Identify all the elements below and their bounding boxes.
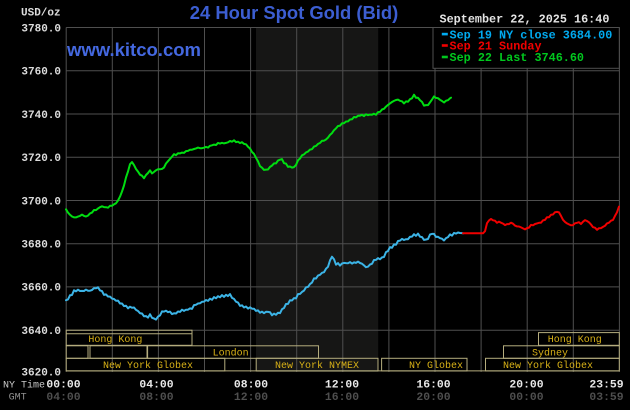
svg-text:12:00: 12:00 [325, 379, 359, 391]
svg-text:New York Globex: New York Globex [103, 360, 193, 372]
svg-text:New York NYMEX: New York NYMEX [275, 360, 359, 372]
svg-text:04:00: 04:00 [139, 379, 173, 391]
svg-text:Sep 19 NY close 3684.00: Sep 19 NY close 3684.00 [450, 28, 613, 42]
svg-text:23:59: 23:59 [589, 379, 623, 391]
svg-text:NY Time: NY Time [3, 379, 45, 391]
svg-text:3760.0: 3760.0 [21, 67, 61, 79]
svg-text:24 Hour Spot Gold (Bid): 24 Hour Spot Gold (Bid) [190, 2, 398, 23]
svg-text:3780.0: 3780.0 [21, 23, 61, 35]
svg-text:08:00: 08:00 [139, 392, 173, 404]
svg-text:00:00: 00:00 [46, 379, 80, 391]
svg-text:00:00: 00:00 [509, 392, 543, 404]
svg-text:12:00: 12:00 [234, 392, 268, 404]
svg-text:3660.0: 3660.0 [21, 283, 61, 295]
svg-text:3620.0: 3620.0 [21, 368, 61, 380]
svg-text:Sydney: Sydney [532, 347, 568, 359]
svg-text:20:00: 20:00 [509, 379, 543, 391]
svg-text:04:00: 04:00 [46, 392, 80, 404]
svg-text:USD/oz: USD/oz [21, 7, 61, 19]
svg-text:www.kitco.com: www.kitco.com [66, 39, 201, 60]
svg-text:16:00: 16:00 [416, 379, 450, 391]
svg-text:3640.0: 3640.0 [21, 326, 61, 338]
svg-text:GMT: GMT [9, 393, 27, 404]
svg-text:16:00: 16:00 [325, 392, 359, 404]
svg-text:03:59: 03:59 [589, 392, 623, 404]
svg-text:Sep 21 Sunday: Sep 21 Sunday [450, 40, 542, 54]
svg-text:3680.0: 3680.0 [21, 240, 61, 252]
svg-text:London: London [213, 347, 249, 359]
svg-text:3720.0: 3720.0 [21, 153, 61, 165]
svg-text:3700.0: 3700.0 [21, 196, 61, 208]
svg-text:September 22, 2025 16:40: September 22, 2025 16:40 [440, 12, 610, 26]
svg-text:Sep 22 Last 3746.60: Sep 22 Last 3746.60 [450, 51, 585, 65]
svg-text:08:00: 08:00 [234, 379, 268, 391]
svg-text:Hong Kong: Hong Kong [548, 335, 602, 346]
svg-text:New York Globex: New York Globex [503, 360, 593, 372]
svg-text:20:00: 20:00 [416, 392, 450, 404]
svg-text:NY Globex: NY Globex [409, 360, 463, 372]
svg-text:Hong Kong: Hong Kong [88, 335, 142, 346]
svg-text:3740.0: 3740.0 [21, 110, 61, 122]
